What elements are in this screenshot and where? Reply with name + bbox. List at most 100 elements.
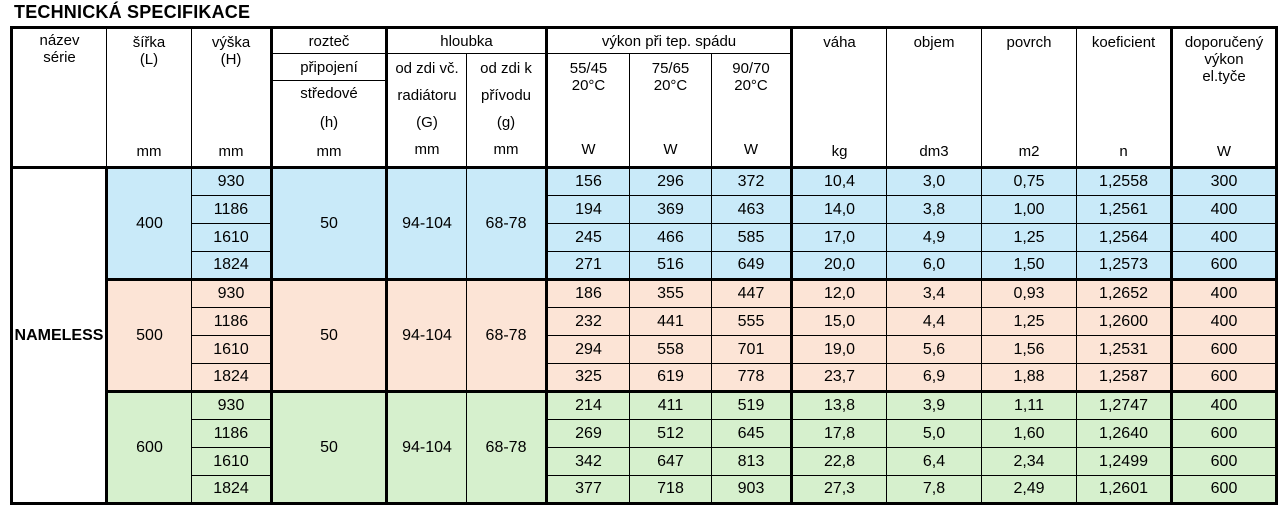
- header-povrch: povrch m2: [981, 27, 1078, 168]
- cell-vyska: 930: [191, 278, 273, 308]
- cell-hloubka-g: 94-104: [386, 166, 467, 280]
- cell-povrch: 0,75: [981, 166, 1078, 196]
- header-nazev-serie: název série: [11, 27, 107, 168]
- table-row: 500 930 50 94-104 68-78 186 355 447 12,0…: [12, 278, 1278, 392]
- cell-koeficient: 1,2652: [1076, 278, 1174, 308]
- cell-koeficient: 1,2573: [1076, 251, 1174, 280]
- cell-w7565: 619: [629, 363, 713, 392]
- cell-w5545: 245: [546, 223, 631, 252]
- cell-vaha: 14,0: [791, 195, 888, 224]
- header-hloubka-p-line1: od zdi k: [480, 60, 532, 77]
- header-povrch-unit: m2: [1018, 142, 1040, 160]
- cell-objem: 7,8: [886, 475, 983, 504]
- cell-el-vykon: 400: [1171, 307, 1278, 336]
- cell-w5545: 294: [546, 335, 631, 364]
- header-vykon-9070-grad: 90/70: [732, 60, 770, 77]
- header-row-1: název série šířka (L) mm výška (H): [11, 27, 1278, 168]
- header-koeficient-label: koeficient: [1091, 33, 1156, 51]
- cell-vaha: 12,0: [791, 278, 888, 308]
- cell-povrch: 1,25: [981, 223, 1078, 252]
- cell-w9070: 372: [711, 166, 794, 196]
- cell-roztec: 50: [271, 278, 388, 392]
- cell-objem: 5,0: [886, 419, 983, 448]
- header-doporuceny-line1: doporučený: [1184, 33, 1264, 51]
- header-roztec: rozteč: [271, 27, 388, 54]
- cell-povrch: 1,60: [981, 419, 1078, 448]
- cell-vaha: 23,7: [791, 363, 888, 392]
- header-hloubka-g-sub: (G): [416, 114, 438, 131]
- cell-objem: 4,4: [886, 307, 983, 336]
- cell-el-vykon: 400: [1171, 390, 1278, 420]
- cell-koeficient: 1,2531: [1076, 335, 1174, 364]
- cell-hloubka-g: 94-104: [386, 390, 467, 504]
- cell-w9070: 778: [711, 363, 794, 392]
- cell-w7565: 441: [629, 307, 713, 336]
- cell-roztec: 50: [271, 166, 388, 280]
- header-objem: objem dm3: [886, 27, 983, 168]
- cell-el-vykon: 400: [1171, 278, 1278, 308]
- cell-w9070: 903: [711, 475, 794, 504]
- header-roztec-unit: mm: [316, 142, 342, 160]
- cell-vyska: 1186: [191, 195, 273, 224]
- cell-el-vykon: 600: [1171, 475, 1278, 504]
- cell-sirka: 500: [106, 278, 192, 392]
- spec-table: název série šířka (L) mm výška (H): [10, 26, 1279, 505]
- cell-w9070: 447: [711, 278, 794, 308]
- header-vaha: váha kg: [791, 27, 888, 168]
- cell-povrch: 0,93: [981, 278, 1078, 308]
- cell-povrch: 1,00: [981, 195, 1078, 224]
- cell-povrch: 2,49: [981, 475, 1078, 504]
- cell-el-vykon: 400: [1171, 223, 1278, 252]
- header-doporuceny: doporučený výkon el.tyče W: [1171, 27, 1278, 168]
- table-row: 1824 325 619 778 23,7 6,9 1,88 1,2587 60…: [12, 363, 1278, 392]
- header-sirka-label: šířka: [132, 33, 166, 51]
- cell-w7565: 647: [629, 447, 713, 476]
- header-hloubka: hloubka: [385, 27, 549, 54]
- cell-w5545: 271: [546, 251, 631, 280]
- cell-objem: 6,9: [886, 363, 983, 392]
- cell-w7565: 355: [629, 278, 713, 308]
- cell-povrch: 1,50: [981, 251, 1078, 280]
- header-vyska-unit: mm: [218, 142, 244, 160]
- cell-hloubka-g: 94-104: [386, 278, 467, 392]
- table-row: NAMELESS 400 930 50 94-104 68-78 156 296…: [11, 166, 1278, 504]
- header-hloubka-p-sub: (g): [496, 114, 516, 131]
- cell-koeficient: 1,2499: [1076, 447, 1174, 476]
- header-vaha-unit: kg: [831, 142, 848, 160]
- header-vykon-7565-unit: W: [663, 141, 678, 158]
- header-vykon: výkon při tep. spádu: [546, 27, 794, 54]
- cell-el-vykon: 600: [1171, 335, 1278, 364]
- cell-povrch: 1,88: [981, 363, 1078, 392]
- header-koeficient-unit: n: [1119, 142, 1128, 160]
- table-row: 1186 269 512 645 17,8 5,0 1,60 1,2640 60…: [12, 419, 1278, 448]
- cell-objem: 3,0: [886, 166, 983, 196]
- cell-el-vykon: 600: [1171, 251, 1278, 280]
- cell-w7565: 369: [629, 195, 713, 224]
- header-nazev-line2: série: [43, 49, 76, 66]
- table-row: 1610 342 647 813 22,8 6,4 2,34 1,2499 60…: [12, 447, 1278, 476]
- header-roztec-sub: (h): [319, 113, 339, 131]
- header-roztec-stredove: středové (h) mm: [271, 80, 388, 168]
- cell-w9070: 519: [711, 390, 794, 420]
- header-vyska-label: výška: [211, 33, 251, 51]
- header-vykon-5545-unit: W: [581, 141, 596, 158]
- header-vykon-9070: 90/70 20°C W: [711, 53, 794, 168]
- cell-w7565: 411: [629, 390, 713, 420]
- header-vykon-7565: 75/65 20°C W: [629, 53, 713, 168]
- cell-objem: 3,9: [886, 390, 983, 420]
- header-vykon-9070-unit: W: [743, 141, 759, 158]
- header-objem-unit: dm3: [919, 142, 949, 160]
- header-nazev-line1: název: [39, 32, 80, 49]
- table-row: 1610 294 558 701 19,0 5,6 1,56 1,2531 60…: [12, 335, 1278, 364]
- cell-vaha: 19,0: [791, 335, 888, 364]
- header-vykon-7565-grad: 75/65: [651, 60, 690, 77]
- cell-koeficient: 1,2600: [1076, 307, 1174, 336]
- cell-koeficient: 1,2561: [1076, 195, 1174, 224]
- cell-w9070: 813: [711, 447, 794, 476]
- cell-koeficient: 1,2601: [1076, 475, 1174, 504]
- cell-w9070: 701: [711, 335, 794, 364]
- cell-koeficient: 1,2558: [1076, 166, 1174, 196]
- header-povrch-label: povrch: [1006, 33, 1052, 51]
- table-row: 1186 232 441 555 15,0 4,4 1,25 1,2600 40…: [12, 307, 1278, 336]
- header-doporuceny-line3: el.tyče: [1202, 67, 1246, 85]
